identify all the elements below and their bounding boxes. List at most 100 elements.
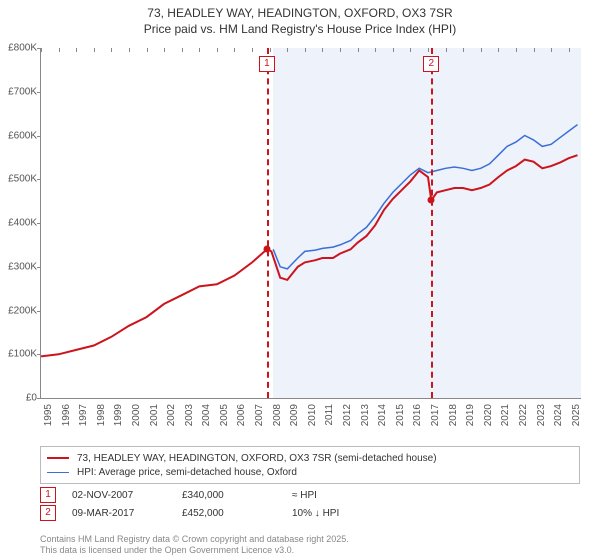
legend: 73, HEADLEY WAY, HEADINGTON, OXFORD, OX3… bbox=[40, 446, 580, 484]
x-tick-label: 2014 bbox=[377, 404, 388, 426]
x-tick-label: 2001 bbox=[149, 404, 160, 426]
y-tick-label: £700K bbox=[8, 86, 37, 97]
x-tick-label: 2016 bbox=[412, 404, 423, 426]
series-property bbox=[41, 155, 578, 356]
events-table: 1 02-NOV-2007£340,000≈ HPI 2 09-MAR-2017£45… bbox=[40, 486, 580, 522]
legend-swatch bbox=[47, 457, 69, 459]
x-tick bbox=[76, 48, 77, 52]
x-tick bbox=[305, 48, 306, 52]
event-price: £452,000 bbox=[182, 508, 292, 519]
x-tick-label: 2012 bbox=[342, 404, 353, 426]
x-tick bbox=[463, 48, 464, 52]
y-tick-label: £800K bbox=[8, 43, 37, 54]
legend-label: HPI: Average price, semi-detached house,… bbox=[77, 467, 297, 478]
title-subtitle: Price paid vs. HM Land Registry's House … bbox=[8, 22, 592, 38]
chart-svg bbox=[41, 48, 581, 398]
event-delta: 10% ↓ HPI bbox=[292, 508, 382, 519]
x-tick-label: 1996 bbox=[61, 404, 72, 426]
x-tick-label: 2010 bbox=[307, 404, 318, 426]
x-tick bbox=[164, 48, 165, 52]
x-tick bbox=[234, 48, 235, 52]
x-tick-label: 2023 bbox=[536, 404, 547, 426]
x-tick bbox=[498, 48, 499, 52]
x-tick-label: 2006 bbox=[236, 404, 247, 426]
event-row: 2 09-MAR-2017£452,00010% ↓ HPI bbox=[40, 504, 580, 522]
series-hpi bbox=[273, 125, 577, 269]
x-tick-label: 2004 bbox=[201, 404, 212, 426]
x-tick bbox=[393, 48, 394, 52]
x-tick-label: 1995 bbox=[43, 404, 54, 426]
y-tick bbox=[37, 179, 41, 180]
x-tick bbox=[270, 48, 271, 52]
x-tick-label: 2000 bbox=[131, 404, 142, 426]
event-marker-2: 2 bbox=[423, 56, 439, 72]
x-tick bbox=[322, 48, 323, 52]
event-row-marker: 1 bbox=[40, 487, 56, 503]
chart-container: { "title": { "address": "73, HEADLEY WAY… bbox=[0, 0, 600, 560]
event-price: £340,000 bbox=[182, 490, 292, 501]
x-tick bbox=[516, 48, 517, 52]
x-tick-label: 2024 bbox=[553, 404, 564, 426]
x-tick bbox=[534, 48, 535, 52]
y-tick-label: £400K bbox=[8, 218, 37, 229]
event-dot-1 bbox=[263, 246, 270, 253]
x-tick bbox=[375, 48, 376, 52]
x-tick-label: 1997 bbox=[78, 404, 89, 426]
legend-row: HPI: Average price, semi-detached house,… bbox=[47, 465, 573, 479]
y-tick bbox=[37, 398, 41, 399]
x-tick-label: 2020 bbox=[483, 404, 494, 426]
event-marker-1: 1 bbox=[259, 56, 275, 72]
x-tick-label: 2005 bbox=[219, 404, 230, 426]
y-tick bbox=[37, 311, 41, 312]
y-tick-label: £200K bbox=[8, 305, 37, 316]
x-tick-label: 2025 bbox=[571, 404, 582, 426]
x-tick-label: 2002 bbox=[166, 404, 177, 426]
y-tick bbox=[37, 92, 41, 93]
x-tick-label: 2018 bbox=[448, 404, 459, 426]
x-tick bbox=[428, 48, 429, 52]
title-address: 73, HEADLEY WAY, HEADINGTON, OXFORD, OX3… bbox=[8, 6, 592, 22]
event-row: 1 02-NOV-2007£340,000≈ HPI bbox=[40, 486, 580, 504]
event-dot-2 bbox=[428, 197, 435, 204]
legend-row: 73, HEADLEY WAY, HEADINGTON, OXFORD, OX3… bbox=[47, 451, 573, 465]
event-row-marker: 2 bbox=[40, 505, 56, 521]
y-tick-label: £300K bbox=[8, 261, 37, 272]
y-tick-label: £600K bbox=[8, 130, 37, 141]
footnote-line2: This data is licensed under the Open Gov… bbox=[40, 545, 294, 555]
x-tick-label: 2007 bbox=[254, 404, 265, 426]
y-tick-label: £100K bbox=[8, 349, 37, 360]
y-axis-labels: £0£100K£200K£300K£400K£500K£600K£700K£80… bbox=[0, 48, 40, 398]
event-line-2 bbox=[431, 48, 433, 398]
x-tick-label: 2013 bbox=[360, 404, 371, 426]
x-tick bbox=[340, 48, 341, 52]
event-date: 09-MAR-2017 bbox=[72, 508, 182, 519]
y-tick bbox=[37, 223, 41, 224]
y-tick-label: £0 bbox=[26, 393, 37, 404]
x-tick bbox=[41, 48, 42, 52]
x-tick bbox=[446, 48, 447, 52]
x-tick-label: 2019 bbox=[465, 404, 476, 426]
x-tick-label: 2022 bbox=[518, 404, 529, 426]
y-tick-label: £500K bbox=[8, 174, 37, 185]
x-tick bbox=[569, 48, 570, 52]
x-tick-label: 1998 bbox=[96, 404, 107, 426]
x-tick bbox=[410, 48, 411, 52]
footnote-line1: Contains HM Land Registry data © Crown c… bbox=[40, 534, 349, 544]
x-tick-label: 2008 bbox=[272, 404, 283, 426]
x-tick bbox=[358, 48, 359, 52]
event-delta: ≈ HPI bbox=[292, 490, 382, 501]
x-tick-label: 2021 bbox=[500, 404, 511, 426]
event-line-1 bbox=[267, 48, 269, 398]
x-tick bbox=[94, 48, 95, 52]
x-tick-label: 2015 bbox=[395, 404, 406, 426]
x-tick bbox=[111, 48, 112, 52]
legend-swatch bbox=[47, 472, 69, 473]
x-tick-label: 2003 bbox=[184, 404, 195, 426]
x-tick bbox=[287, 48, 288, 52]
legend-label: 73, HEADLEY WAY, HEADINGTON, OXFORD, OX3… bbox=[77, 453, 437, 464]
plot-area: 12 bbox=[40, 48, 581, 399]
x-tick bbox=[129, 48, 130, 52]
event-date: 02-NOV-2007 bbox=[72, 490, 182, 501]
x-tick bbox=[199, 48, 200, 52]
x-tick-label: 1999 bbox=[113, 404, 124, 426]
